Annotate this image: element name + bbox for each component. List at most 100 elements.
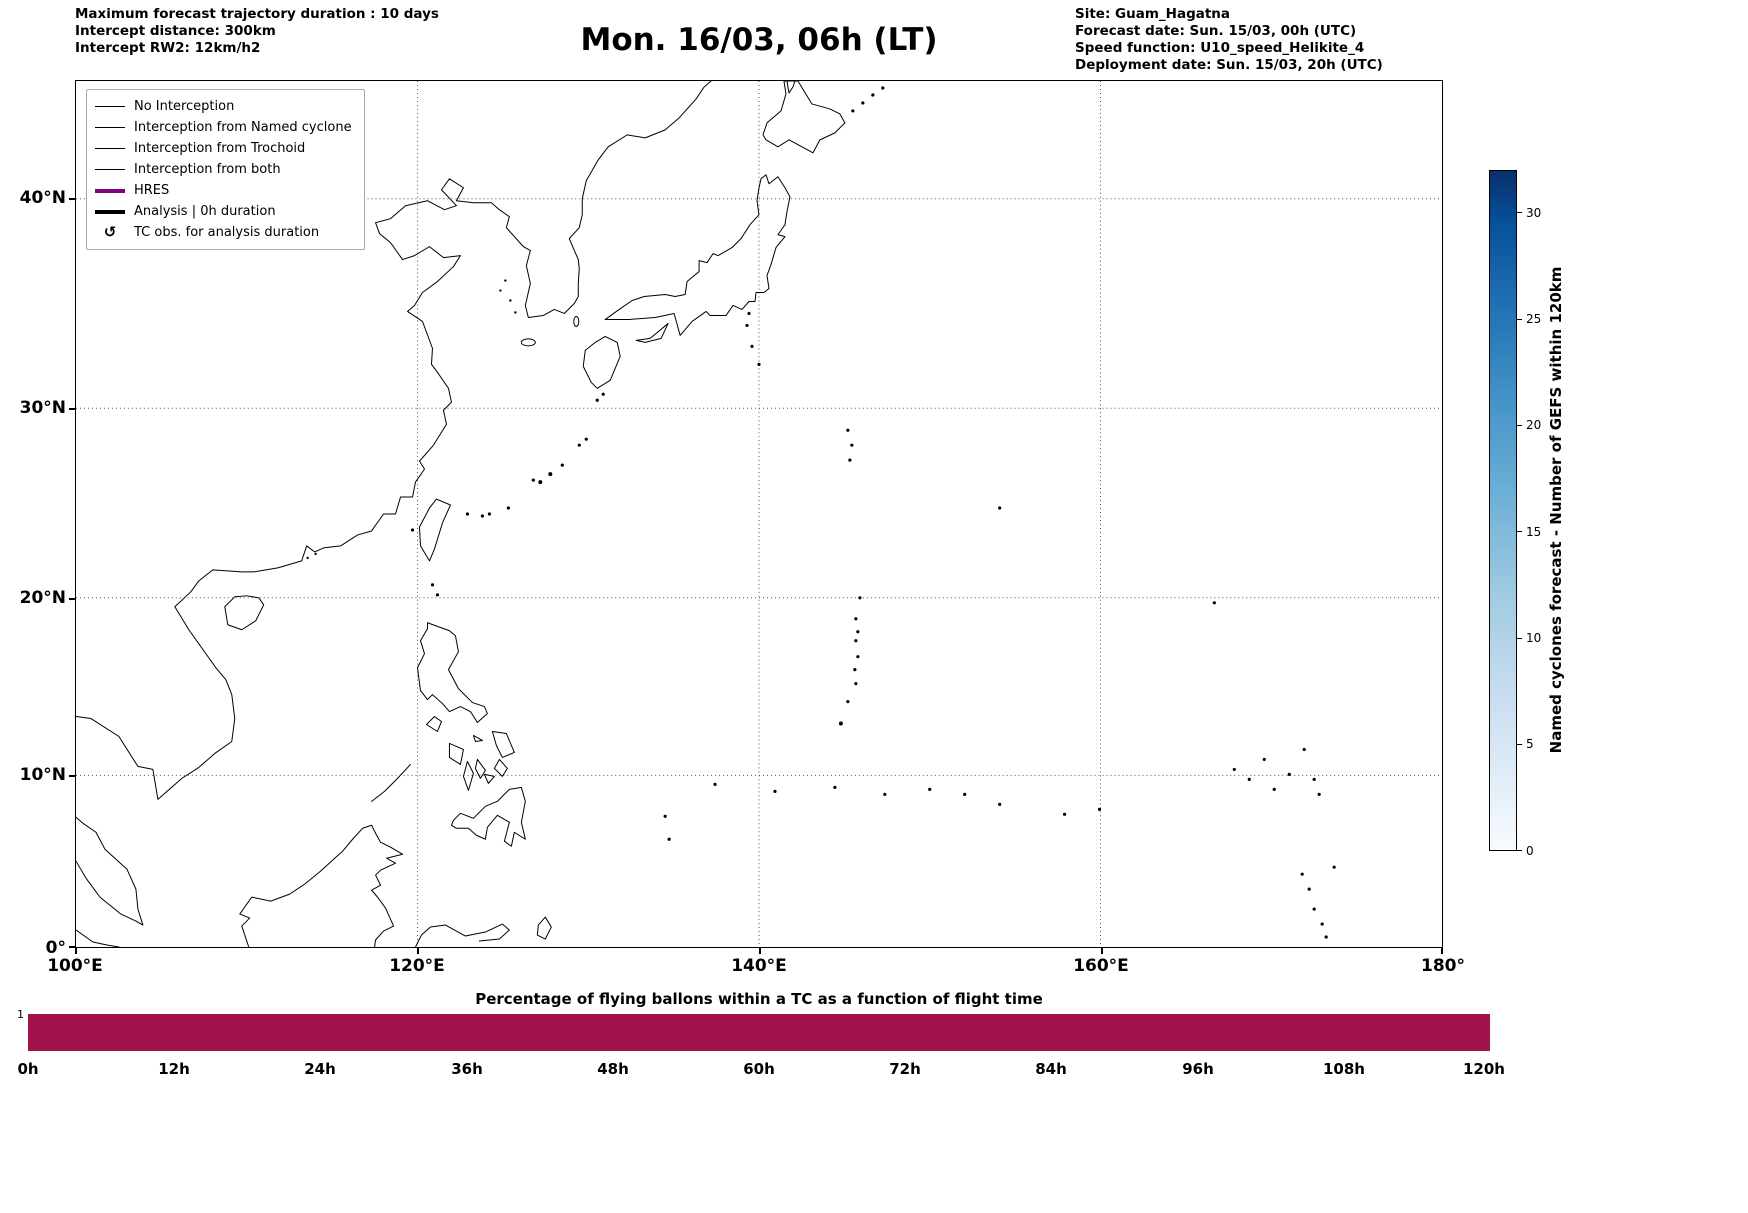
page-title: Mon. 16/03, 06h (LT) — [580, 22, 938, 58]
legend-label: TC obs. for analysis duration — [134, 225, 320, 240]
shikoku-coast — [635, 322, 669, 343]
bar-chart-title: Percentage of flying ballons within a TC… — [475, 990, 1043, 1008]
x-tick-label-120e: 120°E — [389, 956, 445, 976]
sulawesi-coast — [415, 923, 510, 947]
legend-item-trochoid: Interception from Trochoid — [95, 138, 352, 159]
colorbar-tick-label-10: 10 — [1526, 631, 1542, 645]
green-line-swatch — [95, 169, 125, 170]
panay-coast — [448, 742, 464, 765]
legend-label: No Interception — [134, 99, 235, 114]
y-tick-label-40n: 40°N — [19, 188, 66, 208]
x-tick-label-180: 180° — [1421, 956, 1465, 976]
orangered-line-swatch — [95, 127, 125, 128]
malay-peninsula-coast — [76, 816, 144, 926]
coastlines — [76, 81, 846, 947]
colorbar-tick-mark — [1517, 850, 1522, 851]
legend-label: Interception from Named cyclone — [134, 120, 352, 135]
colorbar-tick-mark — [1517, 425, 1522, 426]
balloon-percentage-bar — [28, 1014, 1490, 1051]
y-tick-mark — [69, 775, 75, 777]
x-tick-label-140e: 140°E — [731, 956, 787, 976]
kyushu-coast — [582, 335, 621, 389]
negros-coast — [462, 760, 474, 791]
y-tick-mark — [69, 198, 75, 200]
y-tick-mark — [69, 598, 75, 600]
x-tick-mark — [75, 948, 77, 954]
cebu-coast — [474, 758, 486, 779]
bar-y-tick-label: 1 — [17, 1008, 24, 1021]
x-tick-mark — [417, 948, 419, 954]
gray-line-swatch — [95, 106, 125, 107]
deployment-date-text: Deployment date: Sun. 15/03, 20h (UTC) — [1075, 57, 1383, 73]
bohol-coast — [483, 773, 495, 784]
bar-x-tick-48h: 48h — [597, 1060, 629, 1078]
colorbar-tick-label-20: 20 — [1526, 418, 1542, 432]
y-tick-label-0: 0° — [45, 938, 66, 958]
x-tick-mark — [1101, 948, 1103, 954]
bar-x-tick-84h: 84h — [1035, 1060, 1067, 1078]
leyte-coast — [493, 758, 508, 777]
y-tick-label-10n: 10°N — [19, 765, 66, 785]
small-islands — [306, 86, 1336, 939]
legend-item-named-cyclone: Interception from Named cyclone — [95, 117, 352, 138]
x-tick-mark — [1441, 948, 1443, 954]
bar-x-tick-108h: 108h — [1323, 1060, 1365, 1078]
olive-line-swatch — [95, 148, 125, 149]
y-tick-label-30n: 30°N — [19, 398, 66, 418]
colorbar-tick-mark — [1517, 638, 1522, 639]
colorbar — [1489, 170, 1517, 851]
intercept-distance-text: Intercept distance: 300km — [75, 23, 276, 39]
y-tick-mark — [69, 946, 75, 948]
legend: No Interception Interception from Named … — [86, 89, 365, 250]
legend-item-tc-obs: ↺ TC obs. for analysis duration — [95, 222, 352, 243]
speed-function-text: Speed function: U10_speed_Helikite_4 — [1075, 40, 1365, 56]
sakhalin-tip-coast — [786, 81, 796, 94]
black-line-swatch — [95, 209, 125, 214]
legend-label: Interception from both — [134, 162, 281, 177]
legend-label: Interception from Trochoid — [134, 141, 306, 156]
purple-line-swatch — [95, 188, 125, 193]
forecast-date-text: Forecast date: Sun. 15/03, 00h (UTC) — [1075, 23, 1357, 39]
site-text: Site: Guam_Hagatna — [1075, 6, 1231, 22]
map-plot: No Interception Interception from Named … — [75, 80, 1443, 948]
header-left: Maximum forecast trajectory duration : 1… — [75, 6, 439, 57]
legend-label: Analysis | 0h duration — [134, 204, 276, 219]
colorbar-tick-label-25: 25 — [1526, 312, 1542, 326]
mindanao-coast — [450, 786, 526, 847]
bar-x-tick-60h: 60h — [743, 1060, 775, 1078]
colorbar-tick-mark — [1517, 531, 1522, 532]
intercept-rw2-text: Intercept RW2: 12km/h2 — [75, 40, 261, 56]
colorbar-tick-mark — [1517, 212, 1522, 213]
luzon-coast — [417, 622, 488, 724]
y-tick-label-20n: 20°N — [19, 588, 66, 608]
bar-x-tick-96h: 96h — [1182, 1060, 1214, 1078]
tsushima-island — [573, 315, 580, 327]
asia-mainland-coast — [76, 81, 712, 800]
legend-item-analysis: Analysis | 0h duration — [95, 201, 352, 222]
sumatra-coast — [76, 929, 120, 947]
masbate-coast — [472, 734, 483, 742]
legend-item-both: Interception from both — [95, 159, 352, 180]
colorbar-tick-label-30: 30 — [1526, 206, 1542, 220]
max-duration-text: Maximum forecast trajectory duration : 1… — [75, 6, 439, 22]
halmahera-coast — [536, 916, 552, 940]
y-tick-mark — [69, 408, 75, 410]
taiwan-coast — [418, 498, 451, 562]
hokkaido-coast — [762, 81, 846, 154]
bar-x-tick-12h: 12h — [158, 1060, 190, 1078]
bar-x-tick-24h: 24h — [304, 1060, 336, 1078]
jeju-island — [520, 338, 536, 347]
colorbar-tick-label-15: 15 — [1526, 525, 1542, 539]
legend-item-hres: HRES — [95, 180, 352, 201]
bar-x-tick-0h: 0h — [17, 1060, 39, 1078]
bar-x-tick-36h: 36h — [451, 1060, 483, 1078]
legend-label: HRES — [134, 183, 170, 198]
hainan-coast — [224, 595, 265, 631]
colorbar-axis-label: Named cyclones forecast - Number of GEFS… — [1547, 266, 1565, 754]
mindoro-coast — [425, 716, 442, 732]
colorbar-tick-label-5: 5 — [1526, 737, 1534, 751]
header-right: Site: Guam_Hagatna Forecast date: Sun. 1… — [1075, 6, 1383, 74]
honshu-coast — [604, 174, 791, 336]
x-tick-mark — [759, 948, 761, 954]
